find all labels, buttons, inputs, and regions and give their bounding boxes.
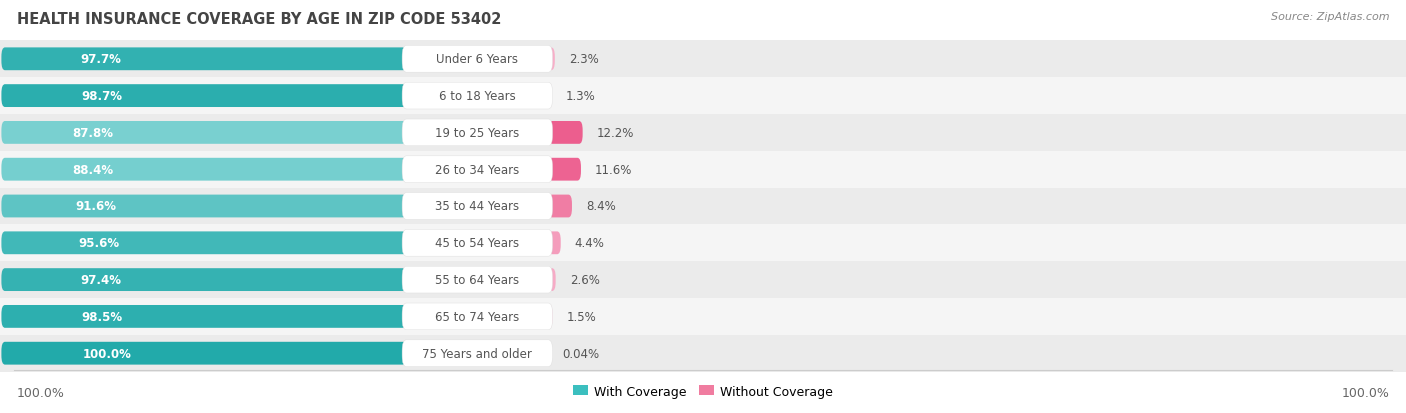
Text: 45 to 54 Years: 45 to 54 Years <box>436 237 519 250</box>
Text: 91.6%: 91.6% <box>76 200 117 213</box>
Text: HEALTH INSURANCE COVERAGE BY AGE IN ZIP CODE 53402: HEALTH INSURANCE COVERAGE BY AGE IN ZIP … <box>17 12 502 27</box>
FancyBboxPatch shape <box>402 193 553 220</box>
Text: 98.7%: 98.7% <box>82 90 122 103</box>
Legend: With Coverage, Without Coverage: With Coverage, Without Coverage <box>568 380 838 403</box>
Text: 26 to 34 Years: 26 to 34 Years <box>436 163 519 176</box>
FancyBboxPatch shape <box>402 340 553 367</box>
Text: 100.0%: 100.0% <box>1341 386 1389 399</box>
Text: 95.6%: 95.6% <box>79 237 120 250</box>
Text: 87.8%: 87.8% <box>72 127 114 140</box>
FancyBboxPatch shape <box>1 232 524 254</box>
Text: 4.4%: 4.4% <box>575 237 605 250</box>
Bar <box>0 298 1406 335</box>
Bar <box>0 188 1406 225</box>
Bar <box>0 115 1406 152</box>
Bar <box>0 261 1406 298</box>
Text: 65 to 74 Years: 65 to 74 Years <box>436 310 519 323</box>
Text: Under 6 Years: Under 6 Years <box>436 53 519 66</box>
Bar <box>0 225 1406 261</box>
FancyBboxPatch shape <box>1 85 541 108</box>
FancyBboxPatch shape <box>1 159 485 181</box>
Text: 100.0%: 100.0% <box>82 347 131 360</box>
FancyBboxPatch shape <box>402 303 553 330</box>
FancyBboxPatch shape <box>548 85 553 108</box>
Text: 75 Years and older: 75 Years and older <box>422 347 533 360</box>
Text: 55 to 64 Years: 55 to 64 Years <box>436 273 519 286</box>
Bar <box>0 78 1406 115</box>
Text: 100.0%: 100.0% <box>17 386 65 399</box>
FancyBboxPatch shape <box>1 122 481 145</box>
FancyBboxPatch shape <box>402 157 553 183</box>
FancyBboxPatch shape <box>548 305 553 328</box>
FancyBboxPatch shape <box>402 266 553 293</box>
FancyBboxPatch shape <box>402 46 553 73</box>
Text: 98.5%: 98.5% <box>82 310 122 323</box>
Text: 0.04%: 0.04% <box>562 347 599 360</box>
FancyBboxPatch shape <box>548 268 555 291</box>
Text: 12.2%: 12.2% <box>596 127 634 140</box>
FancyBboxPatch shape <box>1 305 540 328</box>
FancyBboxPatch shape <box>402 230 553 256</box>
Text: 88.4%: 88.4% <box>73 163 114 176</box>
Text: 97.4%: 97.4% <box>80 273 121 286</box>
Text: 6 to 18 Years: 6 to 18 Years <box>439 90 516 103</box>
FancyBboxPatch shape <box>548 48 555 71</box>
FancyBboxPatch shape <box>548 122 582 145</box>
Text: Source: ZipAtlas.com: Source: ZipAtlas.com <box>1271 12 1389 22</box>
FancyBboxPatch shape <box>1 195 502 218</box>
FancyBboxPatch shape <box>402 83 553 110</box>
Text: 1.3%: 1.3% <box>567 90 596 103</box>
Text: 11.6%: 11.6% <box>595 163 633 176</box>
Bar <box>0 335 1406 372</box>
Text: 19 to 25 Years: 19 to 25 Years <box>436 127 519 140</box>
FancyBboxPatch shape <box>1 268 534 291</box>
FancyBboxPatch shape <box>548 159 581 181</box>
Text: 8.4%: 8.4% <box>586 200 616 213</box>
Text: 1.5%: 1.5% <box>567 310 596 323</box>
Bar <box>0 152 1406 188</box>
Bar <box>0 41 1406 78</box>
FancyBboxPatch shape <box>548 232 561 254</box>
Text: 2.6%: 2.6% <box>569 273 599 286</box>
Text: 2.3%: 2.3% <box>569 53 599 66</box>
Text: 35 to 44 Years: 35 to 44 Years <box>436 200 519 213</box>
Text: 97.7%: 97.7% <box>80 53 121 66</box>
FancyBboxPatch shape <box>548 195 572 218</box>
FancyBboxPatch shape <box>1 48 536 71</box>
FancyBboxPatch shape <box>402 120 553 147</box>
FancyBboxPatch shape <box>1 342 548 365</box>
